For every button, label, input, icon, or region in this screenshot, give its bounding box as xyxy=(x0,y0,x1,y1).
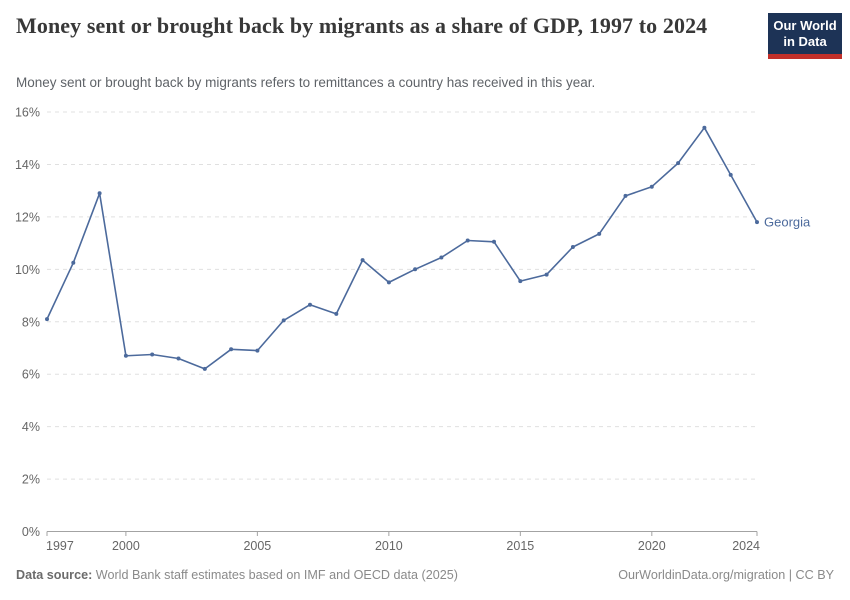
chart-subtitle: Money sent or brought back by migrants r… xyxy=(16,75,596,90)
y-axis-label: 16% xyxy=(15,106,40,120)
data-point[interactable] xyxy=(676,161,681,166)
y-axis-label: 4% xyxy=(22,420,40,434)
y-axis-label: 12% xyxy=(15,210,40,224)
y-axis-label: 6% xyxy=(22,368,40,382)
data-point[interactable] xyxy=(202,366,207,371)
credit-link[interactable]: OurWorldinData.org/migration | CC BY xyxy=(618,568,834,582)
data-source-label: Data source: xyxy=(16,568,93,582)
x-axis-label: 2015 xyxy=(506,539,534,553)
chart-footer: Data source: World Bank staff estimates … xyxy=(0,568,850,592)
data-point[interactable] xyxy=(97,191,102,196)
data-point[interactable] xyxy=(702,125,707,130)
y-axis-label: 14% xyxy=(15,158,40,172)
entity-label: Georgia xyxy=(764,215,811,230)
y-axis-label: 8% xyxy=(22,315,40,329)
owid-logo: Our World in Data xyxy=(768,13,842,59)
owid-logo-line1: Our World xyxy=(773,18,837,33)
x-axis-label: 2010 xyxy=(375,539,403,553)
x-axis-label: 2000 xyxy=(112,539,140,553)
x-axis-label: 2020 xyxy=(638,539,666,553)
owid-logo-line2: in Data xyxy=(783,34,827,49)
data-point[interactable] xyxy=(123,353,128,358)
x-axis-label: 2005 xyxy=(243,539,271,553)
data-point[interactable] xyxy=(544,272,549,277)
y-axis-label: 2% xyxy=(22,473,40,487)
y-axis-label: 10% xyxy=(15,263,40,277)
data-point[interactable] xyxy=(492,239,496,244)
data-point[interactable] xyxy=(465,238,470,243)
data-point[interactable] xyxy=(150,352,155,357)
series-line xyxy=(46,126,758,370)
data-point[interactable] xyxy=(176,356,181,361)
data-point[interactable] xyxy=(229,347,234,352)
data-point[interactable] xyxy=(360,258,365,263)
data-source-text: World Bank staff estimates based on IMF … xyxy=(92,568,458,582)
data-point[interactable] xyxy=(45,317,49,322)
data-point[interactable] xyxy=(71,260,76,265)
data-point[interactable] xyxy=(649,184,654,189)
data-point[interactable] xyxy=(334,311,339,316)
data-point[interactable] xyxy=(308,302,312,307)
data-point[interactable] xyxy=(570,245,575,249)
x-axis-label: 2024 xyxy=(732,539,760,553)
data-point[interactable] xyxy=(255,348,260,353)
y-axis-label: 0% xyxy=(22,525,40,539)
data-point[interactable] xyxy=(281,318,286,323)
data-point[interactable] xyxy=(439,255,444,260)
data-source: Data source: World Bank staff estimates … xyxy=(16,568,458,582)
data-point[interactable] xyxy=(597,231,602,236)
data-point[interactable] xyxy=(413,267,418,272)
data-point[interactable] xyxy=(728,172,733,177)
data-point[interactable] xyxy=(623,193,628,198)
x-axis-label: 1997 xyxy=(46,539,74,553)
data-point[interactable] xyxy=(755,220,759,225)
data-point[interactable] xyxy=(518,279,523,284)
data-point[interactable] xyxy=(386,280,391,285)
chart-title: Money sent or brought back by migrants a… xyxy=(16,13,708,38)
